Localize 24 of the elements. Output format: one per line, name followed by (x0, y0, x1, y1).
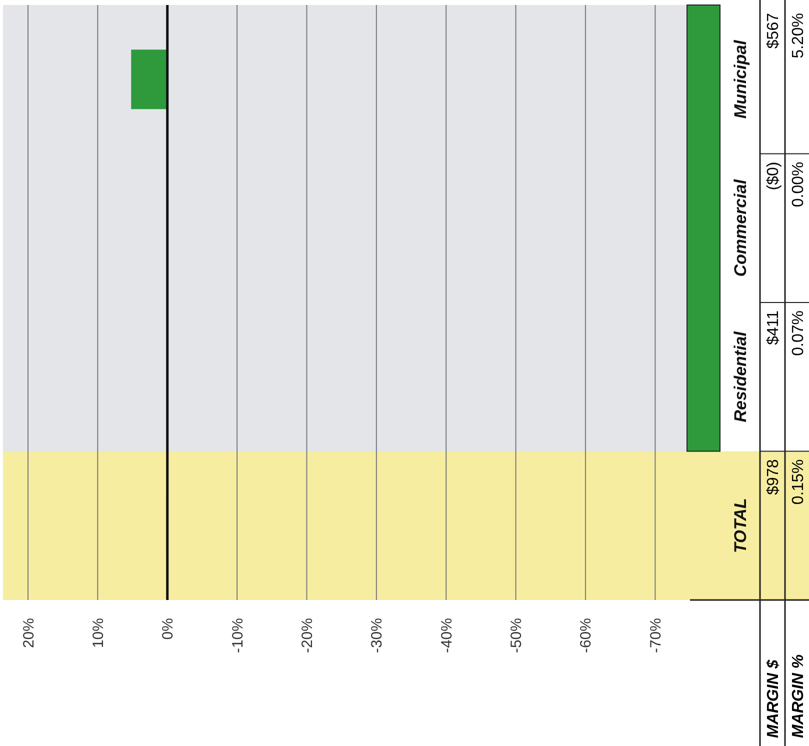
text: MARGIN % (790, 654, 807, 738)
y-tick-label: Municipal (731, 38, 750, 119)
data-label: 0.00% (790, 162, 807, 208)
x-tick-label: -10% (229, 618, 246, 654)
x-tick-label: 20% (20, 618, 38, 648)
text: $567 (765, 12, 782, 49)
y-tick-label: Residential (731, 330, 750, 422)
text: MARGIN $ (765, 658, 782, 738)
x-tick-label: -20% (298, 618, 316, 654)
x-tick-label: -40% (438, 618, 456, 654)
text: $411 (765, 310, 782, 345)
data-label: 0.15% (790, 459, 807, 505)
text: ($0) (765, 162, 782, 190)
y-tick-label: TOTAL (731, 498, 750, 554)
x-tick-label: -30% (368, 618, 386, 654)
x-tick-label: -60% (578, 618, 595, 654)
text: $978 (765, 459, 782, 495)
x-tick-label: -70% (647, 618, 664, 654)
y-tick-label: Commercial (731, 178, 750, 277)
data-label: 0.07% (790, 310, 807, 356)
x-tick-label: 10% (90, 618, 107, 648)
x-tick-label: 0% (160, 618, 177, 640)
x-tick-label: -50% (508, 618, 526, 654)
data-label: 5.20% (790, 13, 807, 58)
